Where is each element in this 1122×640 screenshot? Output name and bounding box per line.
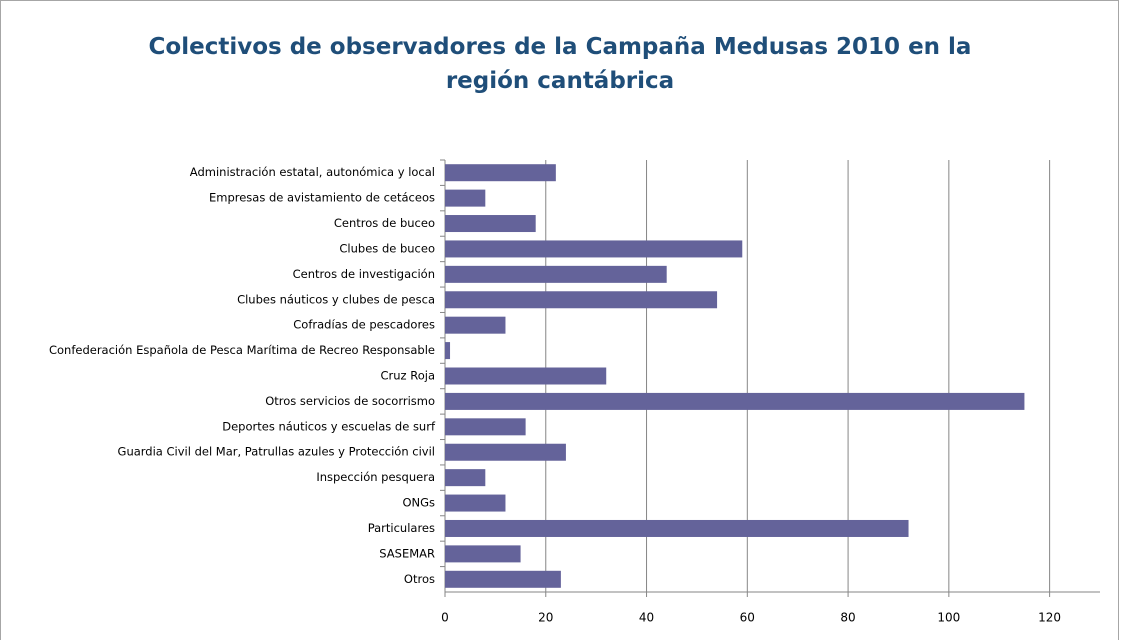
bar (445, 164, 556, 182)
bar (445, 291, 718, 309)
bar (445, 189, 486, 207)
y-tick-label: Otros (404, 572, 435, 586)
bar (445, 265, 667, 283)
bar (445, 443, 566, 461)
x-tick-label: 40 (639, 611, 654, 625)
bar (445, 215, 536, 233)
x-tick-label: 100 (937, 611, 960, 625)
y-tick-label: Guardia Civil del Mar, Patrullas azules … (118, 445, 435, 459)
y-tick-label: Centros de investigación (293, 267, 435, 281)
x-tick-label: 0 (441, 611, 449, 625)
bar (445, 545, 521, 563)
y-tick-label: Clubes náuticos y clubes de pesca (237, 292, 435, 306)
y-tick-label: SASEMAR (379, 546, 435, 560)
bar (445, 240, 743, 258)
y-tick-label: Clubes de buceo (339, 241, 435, 255)
x-tick-label: 120 (1038, 611, 1061, 625)
y-tick-label: Administración estatal, autonómica y loc… (190, 165, 435, 179)
y-tick-label: Deportes náuticos y escuelas de surf (222, 419, 436, 433)
bar (445, 570, 561, 588)
y-tick-label: Inspección pesquera (316, 470, 435, 484)
bar (445, 418, 526, 436)
x-tick-label: 20 (538, 611, 553, 625)
y-tick-label: Otros servicios de socorrismo (265, 394, 435, 408)
y-tick-label: Confederación Española de Pesca Marítima… (49, 343, 435, 357)
bar (445, 342, 451, 360)
bar (445, 519, 909, 537)
bar (445, 494, 506, 512)
bar (445, 367, 607, 385)
x-tick-label: 80 (840, 611, 855, 625)
y-tick-label: ONGs (402, 496, 435, 510)
bar (445, 392, 1025, 410)
bar (445, 316, 506, 334)
y-tick-label: Cofradías de pescadores (293, 318, 435, 332)
chart-title: Colectivos de observadores de la Campaña… (148, 34, 972, 94)
y-tick-label: Empresas de avistamiento de cetáceos (209, 191, 435, 205)
bar (445, 469, 486, 487)
y-tick-label: Cruz Roja (381, 369, 436, 383)
y-tick-label: Centros de buceo (334, 216, 435, 230)
x-tick-label: 60 (740, 611, 755, 625)
y-tick-label: Particulares (368, 521, 435, 535)
